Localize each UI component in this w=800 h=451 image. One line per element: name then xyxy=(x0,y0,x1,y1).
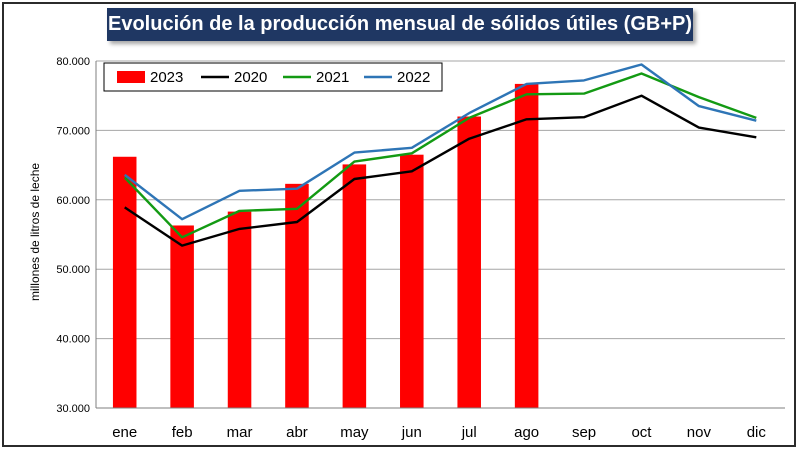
legend: 2023 2020 2021 2022 xyxy=(103,62,443,92)
axes xyxy=(95,61,785,409)
y-tick-labels: 30.000 40.000 50.000 60.000 70.000 80.000 xyxy=(56,56,90,415)
x-tick-label: dic xyxy=(747,424,767,441)
series-line-2020 xyxy=(124,94,757,247)
legend-label-2022: 2022 xyxy=(397,69,430,86)
bar-series xyxy=(112,83,539,409)
series-line-2021 xyxy=(123,72,757,239)
y-axis-label: millones de litros de leche xyxy=(28,163,42,301)
x-tick-label: oct xyxy=(631,424,652,441)
line-series xyxy=(123,63,757,247)
bar-2023-abr xyxy=(285,183,309,408)
x-tick-label: jul xyxy=(461,424,477,441)
y-tick-label: 50.000 xyxy=(56,264,90,276)
x-tick-label: mar xyxy=(227,424,253,441)
x-tick-label: jun xyxy=(401,424,422,441)
y-tick-label: 30.000 xyxy=(56,403,90,415)
y-tick-label: 60.000 xyxy=(56,195,90,207)
bar-2023-jun xyxy=(400,154,424,408)
legend-label-2021: 2021 xyxy=(316,69,349,86)
x-tick-label: sep xyxy=(572,424,596,441)
bar-2023-mar xyxy=(227,211,252,408)
x-tick-labels: ene feb mar abr may jun jul ago sep oct nov dic xyxy=(112,424,766,441)
bar-2023-feb xyxy=(170,225,194,408)
legend-label-2020: 2020 xyxy=(234,69,267,86)
legend-swatch-2023 xyxy=(117,71,145,83)
bar-2023-jul xyxy=(457,116,481,409)
bar-2023-may xyxy=(342,164,367,408)
chart-title: Evolución de la producción mensual de só… xyxy=(107,8,693,41)
bar-2023-ene xyxy=(112,156,137,408)
y-tick-label: 40.000 xyxy=(56,334,90,346)
bar-2023-ago xyxy=(514,83,539,408)
legend-label-2023: 2023 xyxy=(150,69,183,86)
series-line-2022 xyxy=(123,63,757,221)
gridlines xyxy=(96,60,785,340)
x-tick-label: may xyxy=(340,424,369,441)
x-tick-label: ene xyxy=(112,424,137,441)
x-tick-label: ago xyxy=(514,424,539,441)
x-tick-label: feb xyxy=(172,424,193,441)
x-tick-label: abr xyxy=(286,424,308,441)
y-tick-label: 80.000 xyxy=(56,56,90,68)
x-tick-label: nov xyxy=(687,424,712,441)
y-tick-label: 70.000 xyxy=(56,125,90,137)
